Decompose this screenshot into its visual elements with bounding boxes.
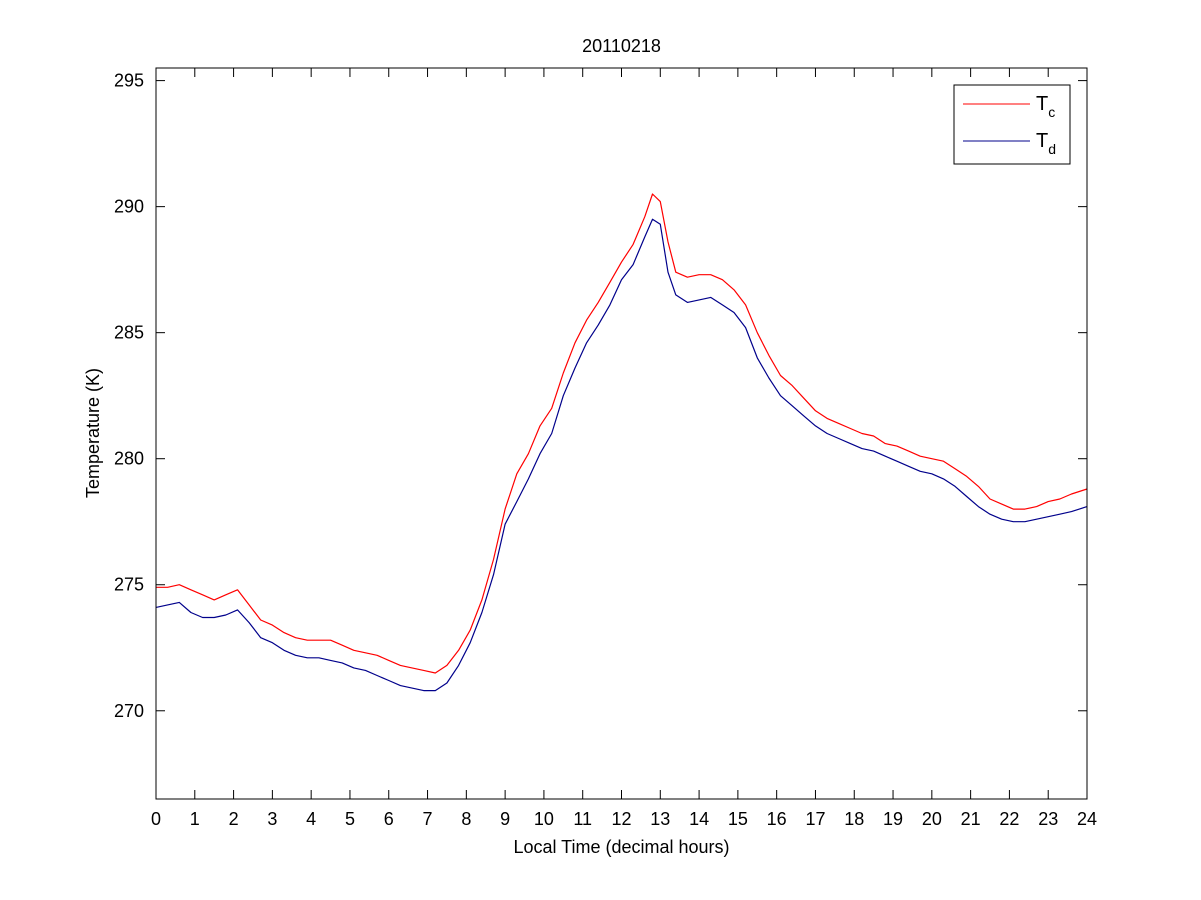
chart-title: 20110218 — [582, 36, 661, 56]
x-tick-label: 1 — [190, 809, 200, 829]
x-tick-label: 21 — [961, 809, 981, 829]
legend-label-td: Td — [1036, 130, 1056, 157]
legend-label-tc: Tc — [1036, 93, 1055, 120]
x-tick-label: 3 — [267, 809, 277, 829]
x-tick-label: 18 — [844, 809, 864, 829]
x-tick-label: 5 — [345, 809, 355, 829]
x-tick-label: 24 — [1077, 809, 1097, 829]
series-line-td — [155, 218, 1088, 692]
y-tick-label: 295 — [114, 71, 144, 91]
y-tick-label: 290 — [114, 197, 144, 217]
x-tick-label: 22 — [999, 809, 1019, 829]
y-axis-label: Temperature (K) — [83, 368, 103, 498]
x-axis-label: Local Time (decimal hours) — [513, 837, 729, 857]
x-axis-ticks: 0 1 2 3 4 5 6 7 8 9 10 11 12 13 14 15 16 17 18 19 20 21 22 23 24 — [151, 68, 1097, 829]
plot-frame — [155, 67, 1088, 800]
series-lines — [155, 193, 1088, 692]
x-tick-label: 6 — [384, 809, 394, 829]
y-tick-label: 275 — [114, 575, 144, 595]
x-tick-label: 4 — [306, 809, 316, 829]
x-tick-label: 8 — [461, 809, 471, 829]
x-tick-label: 7 — [423, 809, 433, 829]
x-tick-label: 19 — [883, 809, 903, 829]
x-tick-label: 14 — [689, 809, 709, 829]
x-tick-label: 11 — [573, 809, 592, 829]
x-tick-label: 10 — [534, 809, 554, 829]
y-axis-ticks: 270 275 280 285 290 295 — [114, 71, 1087, 721]
x-tick-label: 13 — [650, 809, 670, 829]
x-tick-label: 0 — [151, 809, 161, 829]
x-tick-label: 15 — [728, 809, 748, 829]
y-tick-label: 280 — [114, 449, 144, 469]
x-tick-label: 9 — [500, 809, 510, 829]
legend: Tc Td — [953, 84, 1071, 165]
plot-area — [156, 68, 1087, 799]
x-tick-label: 17 — [805, 809, 825, 829]
x-tick-label: 23 — [1038, 809, 1058, 829]
x-tick-label: 2 — [229, 809, 239, 829]
x-tick-label: 12 — [611, 809, 631, 829]
y-tick-label: 270 — [114, 701, 144, 721]
x-tick-label: 16 — [767, 809, 787, 829]
y-tick-label: 285 — [114, 323, 144, 343]
series-line-tc — [156, 193, 1088, 674]
x-tick-label: 20 — [922, 809, 942, 829]
legend-box — [953, 84, 1071, 165]
